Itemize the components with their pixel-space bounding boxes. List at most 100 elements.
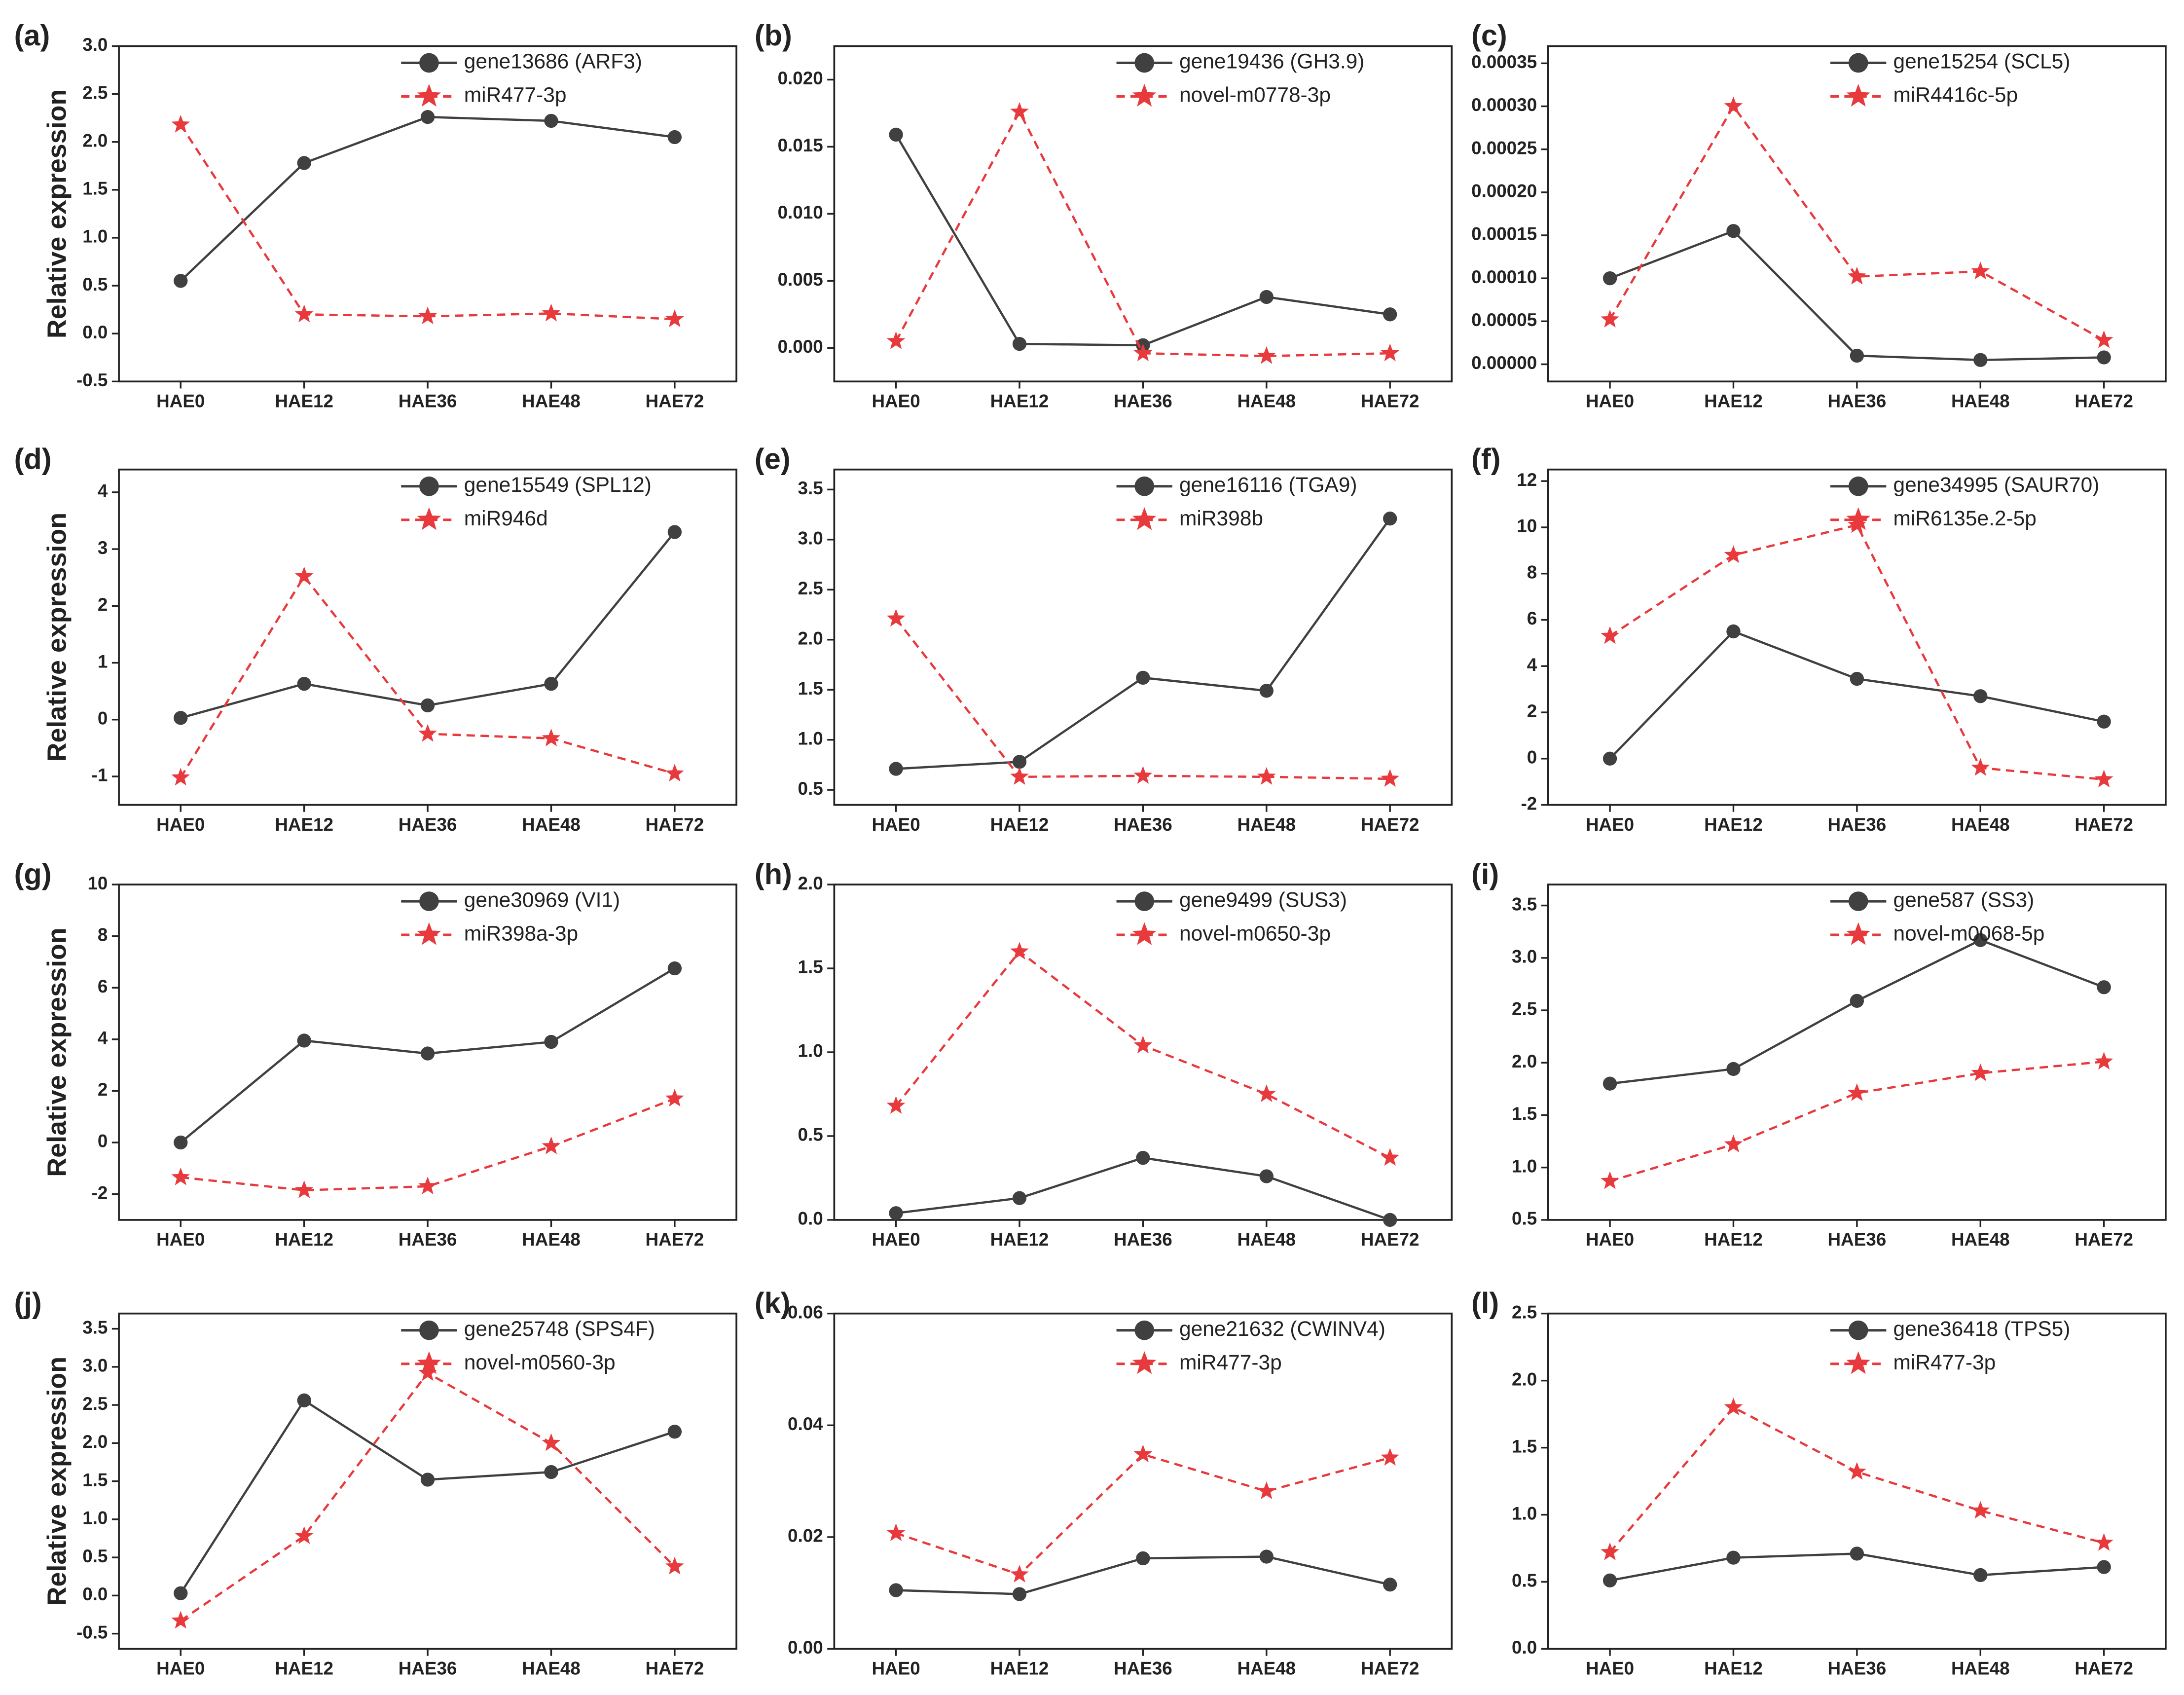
x-tick-label: HAE36 <box>399 814 457 835</box>
data-point <box>1724 1135 1743 1152</box>
data-point <box>297 677 311 691</box>
legend-marker <box>1848 53 1868 73</box>
panel-label: (d) <box>14 442 52 475</box>
x-tick-label: HAE12 <box>1704 391 1763 411</box>
data-point <box>1381 343 1400 362</box>
x-tick-label: HAE12 <box>275 1229 333 1250</box>
data-point <box>544 113 558 128</box>
y-tick-label: 0.5 <box>82 1546 108 1566</box>
data-point <box>1133 1035 1153 1054</box>
y-tick-label: -2 <box>1521 793 1537 813</box>
legend-label: miR398a-3p <box>464 922 578 945</box>
data-point <box>1012 1587 1027 1601</box>
data-point <box>1724 545 1743 563</box>
data-point <box>1381 1148 1400 1166</box>
legend-label: miR477-3p <box>464 84 567 107</box>
series-line <box>1609 630 2105 760</box>
x-tick-label: HAE48 <box>522 1229 581 1250</box>
y-tick-label: 0 <box>1527 747 1537 768</box>
y-tick-label: 0.0 <box>798 1209 823 1229</box>
data-point <box>2094 1052 2113 1070</box>
data-point <box>418 1363 437 1381</box>
series-line <box>1609 1406 2105 1553</box>
data-point <box>1602 1573 1617 1587</box>
x-tick-label: HAE48 <box>1951 1658 2010 1679</box>
y-tick-label: 4 <box>98 1028 108 1048</box>
legend-label: novel-m0560-3p <box>464 1351 616 1374</box>
y-tick-label: 0 <box>98 708 108 728</box>
y-tick-label: 0.5 <box>1512 1570 1537 1590</box>
y-tick-label: 0.0 <box>1512 1637 1537 1658</box>
data-point <box>1601 626 1619 644</box>
data-point <box>171 1611 190 1629</box>
data-point <box>1602 751 1617 766</box>
x-tick-label: HAE48 <box>1951 1229 2010 1250</box>
data-point <box>542 1433 561 1451</box>
y-tick-label: 3.5 <box>798 478 823 498</box>
legend-marker <box>1132 922 1157 945</box>
data-point <box>1848 1462 1866 1480</box>
data-point <box>1601 1171 1619 1189</box>
x-tick-label: HAE72 <box>1361 814 1420 835</box>
legend-marker <box>1848 476 1868 496</box>
panel-label: (g) <box>14 857 52 890</box>
data-point <box>1259 684 1274 698</box>
legend-label: novel-m0650-3p <box>1179 922 1331 945</box>
y-tick-label: 1.5 <box>798 957 823 977</box>
data-point <box>1971 261 1990 280</box>
data-point <box>2094 1533 2113 1551</box>
series-line <box>895 950 1391 1159</box>
x-tick-label: HAE0 <box>872 1658 920 1679</box>
x-tick-label: HAE48 <box>1951 391 2010 411</box>
y-axis-label: Relative expression <box>42 89 72 338</box>
x-tick-label: HAE12 <box>990 391 1049 411</box>
x-tick-label: HAE72 <box>646 391 704 411</box>
legend-marker <box>1848 1320 1868 1340</box>
panel-label: (b) <box>755 19 792 52</box>
legend-label: novel-m0778-3p <box>1179 84 1331 107</box>
series-line <box>180 531 676 719</box>
panel: (b) 0.000 0.005 0.010 0.015 0.020 HAE0 HAE12 HAE… <box>755 19 1453 411</box>
panel-label: (j) <box>14 1286 42 1319</box>
x-tick-label: HAE72 <box>1361 1229 1420 1250</box>
data-point <box>667 1425 682 1439</box>
legend-label: gene15254 (SCL5) <box>1893 50 2071 74</box>
x-tick-label: HAE72 <box>2075 1658 2133 1679</box>
legend-label: gene16116 (TGA9) <box>1179 474 1357 497</box>
x-tick-label: HAE48 <box>1237 814 1296 835</box>
y-tick-label: 1 <box>98 651 108 671</box>
x-tick-label: HAE72 <box>646 1658 704 1679</box>
legend-label: gene15549 (SPL12) <box>464 474 652 497</box>
data-point <box>294 304 314 323</box>
panel-label: (e) <box>755 442 791 475</box>
x-tick-label: HAE12 <box>275 1658 333 1679</box>
x-tick-label: HAE72 <box>646 814 704 835</box>
legend-marker <box>1134 1320 1155 1340</box>
series-line <box>181 1097 675 1192</box>
y-tick-label: 1.5 <box>82 179 108 199</box>
data-point <box>665 1089 684 1107</box>
y-tick-label: 0.00010 <box>1471 267 1537 287</box>
data-point <box>1971 1063 1990 1081</box>
panel: (j) Relative expression-0.5 0.0 0.5 1.0 1.5 2.… <box>14 1286 737 1679</box>
series-line <box>895 134 1390 347</box>
x-tick-label: HAE72 <box>2075 814 2133 835</box>
y-tick-label: 0 <box>98 1131 108 1151</box>
data-point <box>1726 1550 1741 1565</box>
y-tick-label: 3.5 <box>82 1317 108 1337</box>
y-tick-label: 3.0 <box>82 35 108 55</box>
y-tick-label: -1 <box>92 765 108 785</box>
data-point <box>1012 337 1027 351</box>
x-tick-label: HAE0 <box>1586 1229 1634 1250</box>
y-tick-label: 0.005 <box>778 269 823 290</box>
series-line <box>1609 229 2104 362</box>
x-tick-label: HAE12 <box>990 814 1049 835</box>
legend-label: gene19436 (GH3.9) <box>1179 50 1364 74</box>
y-tick-label: 2 <box>1527 701 1537 721</box>
legend-label: gene30969 (VI1) <box>464 888 620 912</box>
data-point <box>297 1393 311 1407</box>
y-tick-label: 2.0 <box>798 628 823 648</box>
panel: (k) 0.00 0.02 0.04 0.06 HAE0 HAE12 HAE36 HAE48 HA… <box>755 1286 1453 1679</box>
x-tick-label: HAE48 <box>1237 391 1296 411</box>
x-tick-label: HAE12 <box>990 1229 1049 1250</box>
